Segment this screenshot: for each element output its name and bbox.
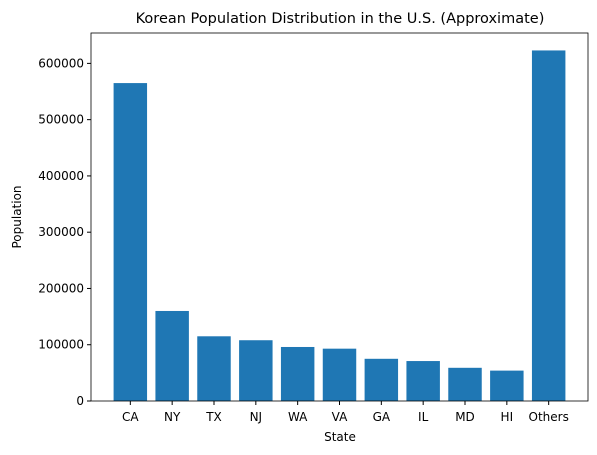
y-tick-label: 200000	[38, 281, 84, 295]
x-tick-label: CA	[122, 410, 139, 424]
bar	[155, 310, 189, 401]
y-tick-label: 300000	[38, 225, 84, 239]
y-tick-label: 400000	[38, 169, 84, 183]
x-tick-label: MD	[455, 410, 475, 424]
bar	[490, 370, 524, 401]
bar	[197, 336, 231, 401]
x-axis-label: State	[324, 430, 356, 444]
x-tick-label: NY	[164, 410, 181, 424]
x-tick-label: WA	[288, 410, 308, 424]
y-tick-label: 500000	[38, 113, 84, 127]
y-tick-label: 600000	[38, 56, 84, 70]
axes-frame	[90, 32, 589, 402]
bar	[322, 348, 357, 401]
x-tick-label: NJ	[250, 410, 263, 424]
bar	[280, 346, 315, 401]
bar	[406, 361, 440, 401]
x-tick-label: IL	[418, 410, 429, 424]
y-tick-label: 0	[76, 394, 84, 408]
bar	[531, 50, 566, 402]
x-tick-label: Others	[529, 410, 569, 424]
x-tick-label: VA	[332, 410, 348, 424]
bar	[239, 340, 273, 401]
y-tick-label: 100000	[38, 338, 84, 352]
chart-title: Korean Population Distribution in the U.…	[136, 11, 545, 27]
x-tick-label: HI	[501, 410, 514, 424]
x-tick-label: GA	[373, 410, 391, 424]
y-axis-label: Population	[10, 185, 24, 248]
bar	[448, 367, 482, 401]
bar	[364, 358, 399, 401]
bar	[113, 83, 148, 401]
x-tick-label: TX	[205, 410, 222, 424]
